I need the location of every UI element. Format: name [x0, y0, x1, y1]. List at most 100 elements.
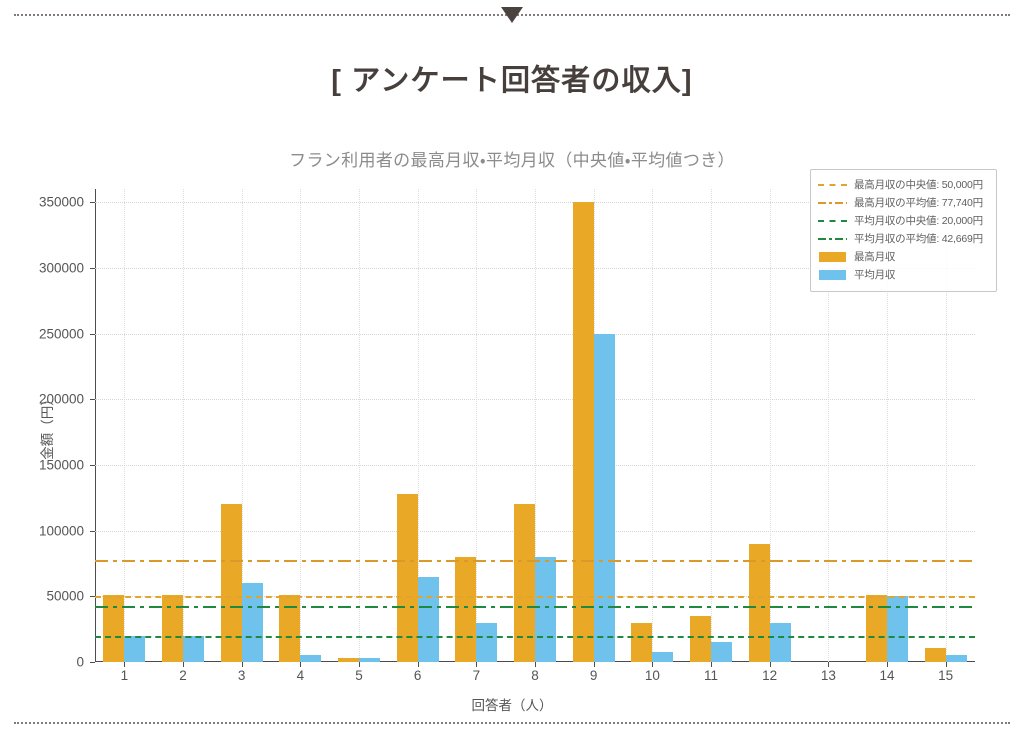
x-gridline [887, 189, 888, 662]
bar-max-income[interactable] [924, 647, 946, 662]
y-tick-mark [90, 530, 95, 532]
bar-avg-income[interactable] [593, 333, 615, 662]
x-tick-label: 10 [644, 668, 660, 683]
bar-max-income[interactable] [514, 504, 535, 662]
bar-avg-income[interactable] [300, 655, 322, 662]
bar-avg-income[interactable] [711, 642, 732, 662]
x-gridline [535, 189, 536, 662]
x-tick-label: 5 [355, 668, 363, 683]
legend-item-label: 最高月収 [854, 251, 896, 263]
legend-item-label: 平均月収の中央値: 20,000円 [854, 215, 983, 227]
bar-max-income[interactable] [690, 616, 711, 662]
bar-max-income[interactable] [396, 493, 418, 662]
bar-avg-income[interactable] [535, 556, 556, 662]
reference-line [95, 635, 975, 638]
y-tick-mark [90, 267, 95, 269]
triangle-down-icon [501, 7, 523, 23]
x-tick-label: 9 [589, 668, 598, 683]
legend-item[interactable]: 最高月収の平均値: 77,740円 [818, 194, 989, 211]
x-tick-label: 1 [120, 668, 129, 683]
legend-item[interactable]: 最高月収の中央値: 50,000円 [818, 176, 989, 193]
x-tick-mark [476, 662, 478, 667]
x-gridline [945, 189, 947, 662]
x-tick-label: 15 [938, 668, 954, 683]
x-tick-mark [769, 662, 771, 667]
x-gridline [183, 189, 184, 662]
bar-max-income[interactable] [748, 543, 770, 662]
bar-avg-income[interactable] [183, 635, 204, 662]
y-tick-mark [90, 662, 95, 663]
legend-item[interactable]: 平均月収の中央値: 20,000円 [818, 212, 989, 229]
bar-avg-income[interactable] [241, 583, 263, 662]
x-tick-mark [359, 662, 360, 667]
y-tick-label: 250000 [38, 326, 84, 342]
y-tick-mark [90, 596, 95, 598]
x-tick-label: 2 [179, 668, 187, 683]
legend-item-label: 最高月収の平均値: 77,740円 [854, 197, 983, 209]
x-gridline [652, 189, 654, 662]
legend-item-label: 平均月収の平均値: 42,669円 [854, 233, 983, 245]
bar-avg-income[interactable] [359, 658, 380, 662]
bar-avg-income[interactable] [945, 655, 967, 662]
x-tick-mark [124, 662, 126, 667]
reference-line [95, 596, 975, 599]
x-tick-label: 11 [703, 668, 719, 683]
legend-item[interactable]: 平均月収 [818, 266, 989, 283]
bar-avg-income[interactable] [769, 622, 791, 662]
bar-avg-income[interactable] [476, 622, 498, 662]
x-gridline [241, 189, 243, 662]
bar-max-income[interactable] [103, 595, 125, 662]
y-tick-label: 350000 [38, 194, 84, 210]
reference-line [95, 559, 975, 563]
x-axis-tick-labels: 1 2 3 4 5 6 7 8 9 10 11 12 13 14 15 [95, 662, 975, 688]
bar-max-income[interactable] [338, 658, 359, 662]
plot-area [95, 189, 975, 662]
x-tick-label: 4 [296, 668, 305, 683]
bar-max-income[interactable] [866, 595, 887, 662]
bar-max-income[interactable] [220, 504, 242, 662]
chart-legend[interactable]: 最高月収の中央値: 50,000円最高月収の平均値: 77,740円 平均月収の中… [810, 169, 997, 292]
legend-line-icon [818, 233, 847, 245]
x-tick-label: 7 [472, 668, 481, 683]
legend-line-icon [818, 215, 847, 227]
legend-item[interactable]: 平均月収の平均値: 42,669円 [818, 230, 989, 247]
bar-avg-income[interactable] [417, 576, 439, 662]
y-tick-label: 200000 [38, 391, 84, 407]
bar-max-income[interactable] [631, 622, 653, 662]
x-tick-label: 13 [820, 668, 836, 683]
bottom-dotted-divider [14, 722, 1010, 724]
bar-max-income[interactable] [279, 595, 301, 662]
x-gridline [711, 189, 712, 662]
x-tick-mark [300, 662, 302, 667]
x-gridline [124, 189, 126, 662]
bar-avg-income[interactable] [124, 635, 146, 662]
bar-max-income[interactable] [572, 202, 594, 662]
x-tick-mark [945, 662, 947, 667]
x-gridline [476, 189, 478, 662]
legend-line-icon [818, 197, 847, 209]
y-tick-mark [90, 333, 95, 335]
reference-line [95, 605, 975, 609]
y-axis-tick-labels: 0 50000 100000 150000 200000 250000 300000 3500… [0, 189, 95, 670]
x-tick-label: 8 [531, 668, 539, 683]
x-tick-mark [183, 662, 184, 667]
x-tick-mark [417, 662, 419, 667]
bar-max-income[interactable] [455, 556, 477, 662]
y-tick-label: 50000 [46, 588, 84, 604]
legend-item[interactable]: 最高月収 [818, 248, 989, 265]
bar-avg-income[interactable] [887, 596, 908, 662]
x-tick-mark [711, 662, 712, 667]
bar-avg-income[interactable] [652, 651, 674, 662]
x-tick-mark [887, 662, 888, 667]
legend-item-label: 平均月収 [854, 269, 896, 281]
x-tick-label: 14 [879, 668, 895, 683]
legend-color-swatch [818, 251, 847, 263]
y-tick-label: 300000 [38, 260, 84, 276]
bar-max-income[interactable] [162, 595, 183, 662]
x-tick-mark [593, 662, 595, 667]
x-gridline [417, 189, 419, 662]
x-gridline [769, 189, 771, 662]
x-gridline [359, 189, 360, 662]
x-tick-mark [828, 662, 830, 667]
x-tick-mark [535, 662, 536, 667]
